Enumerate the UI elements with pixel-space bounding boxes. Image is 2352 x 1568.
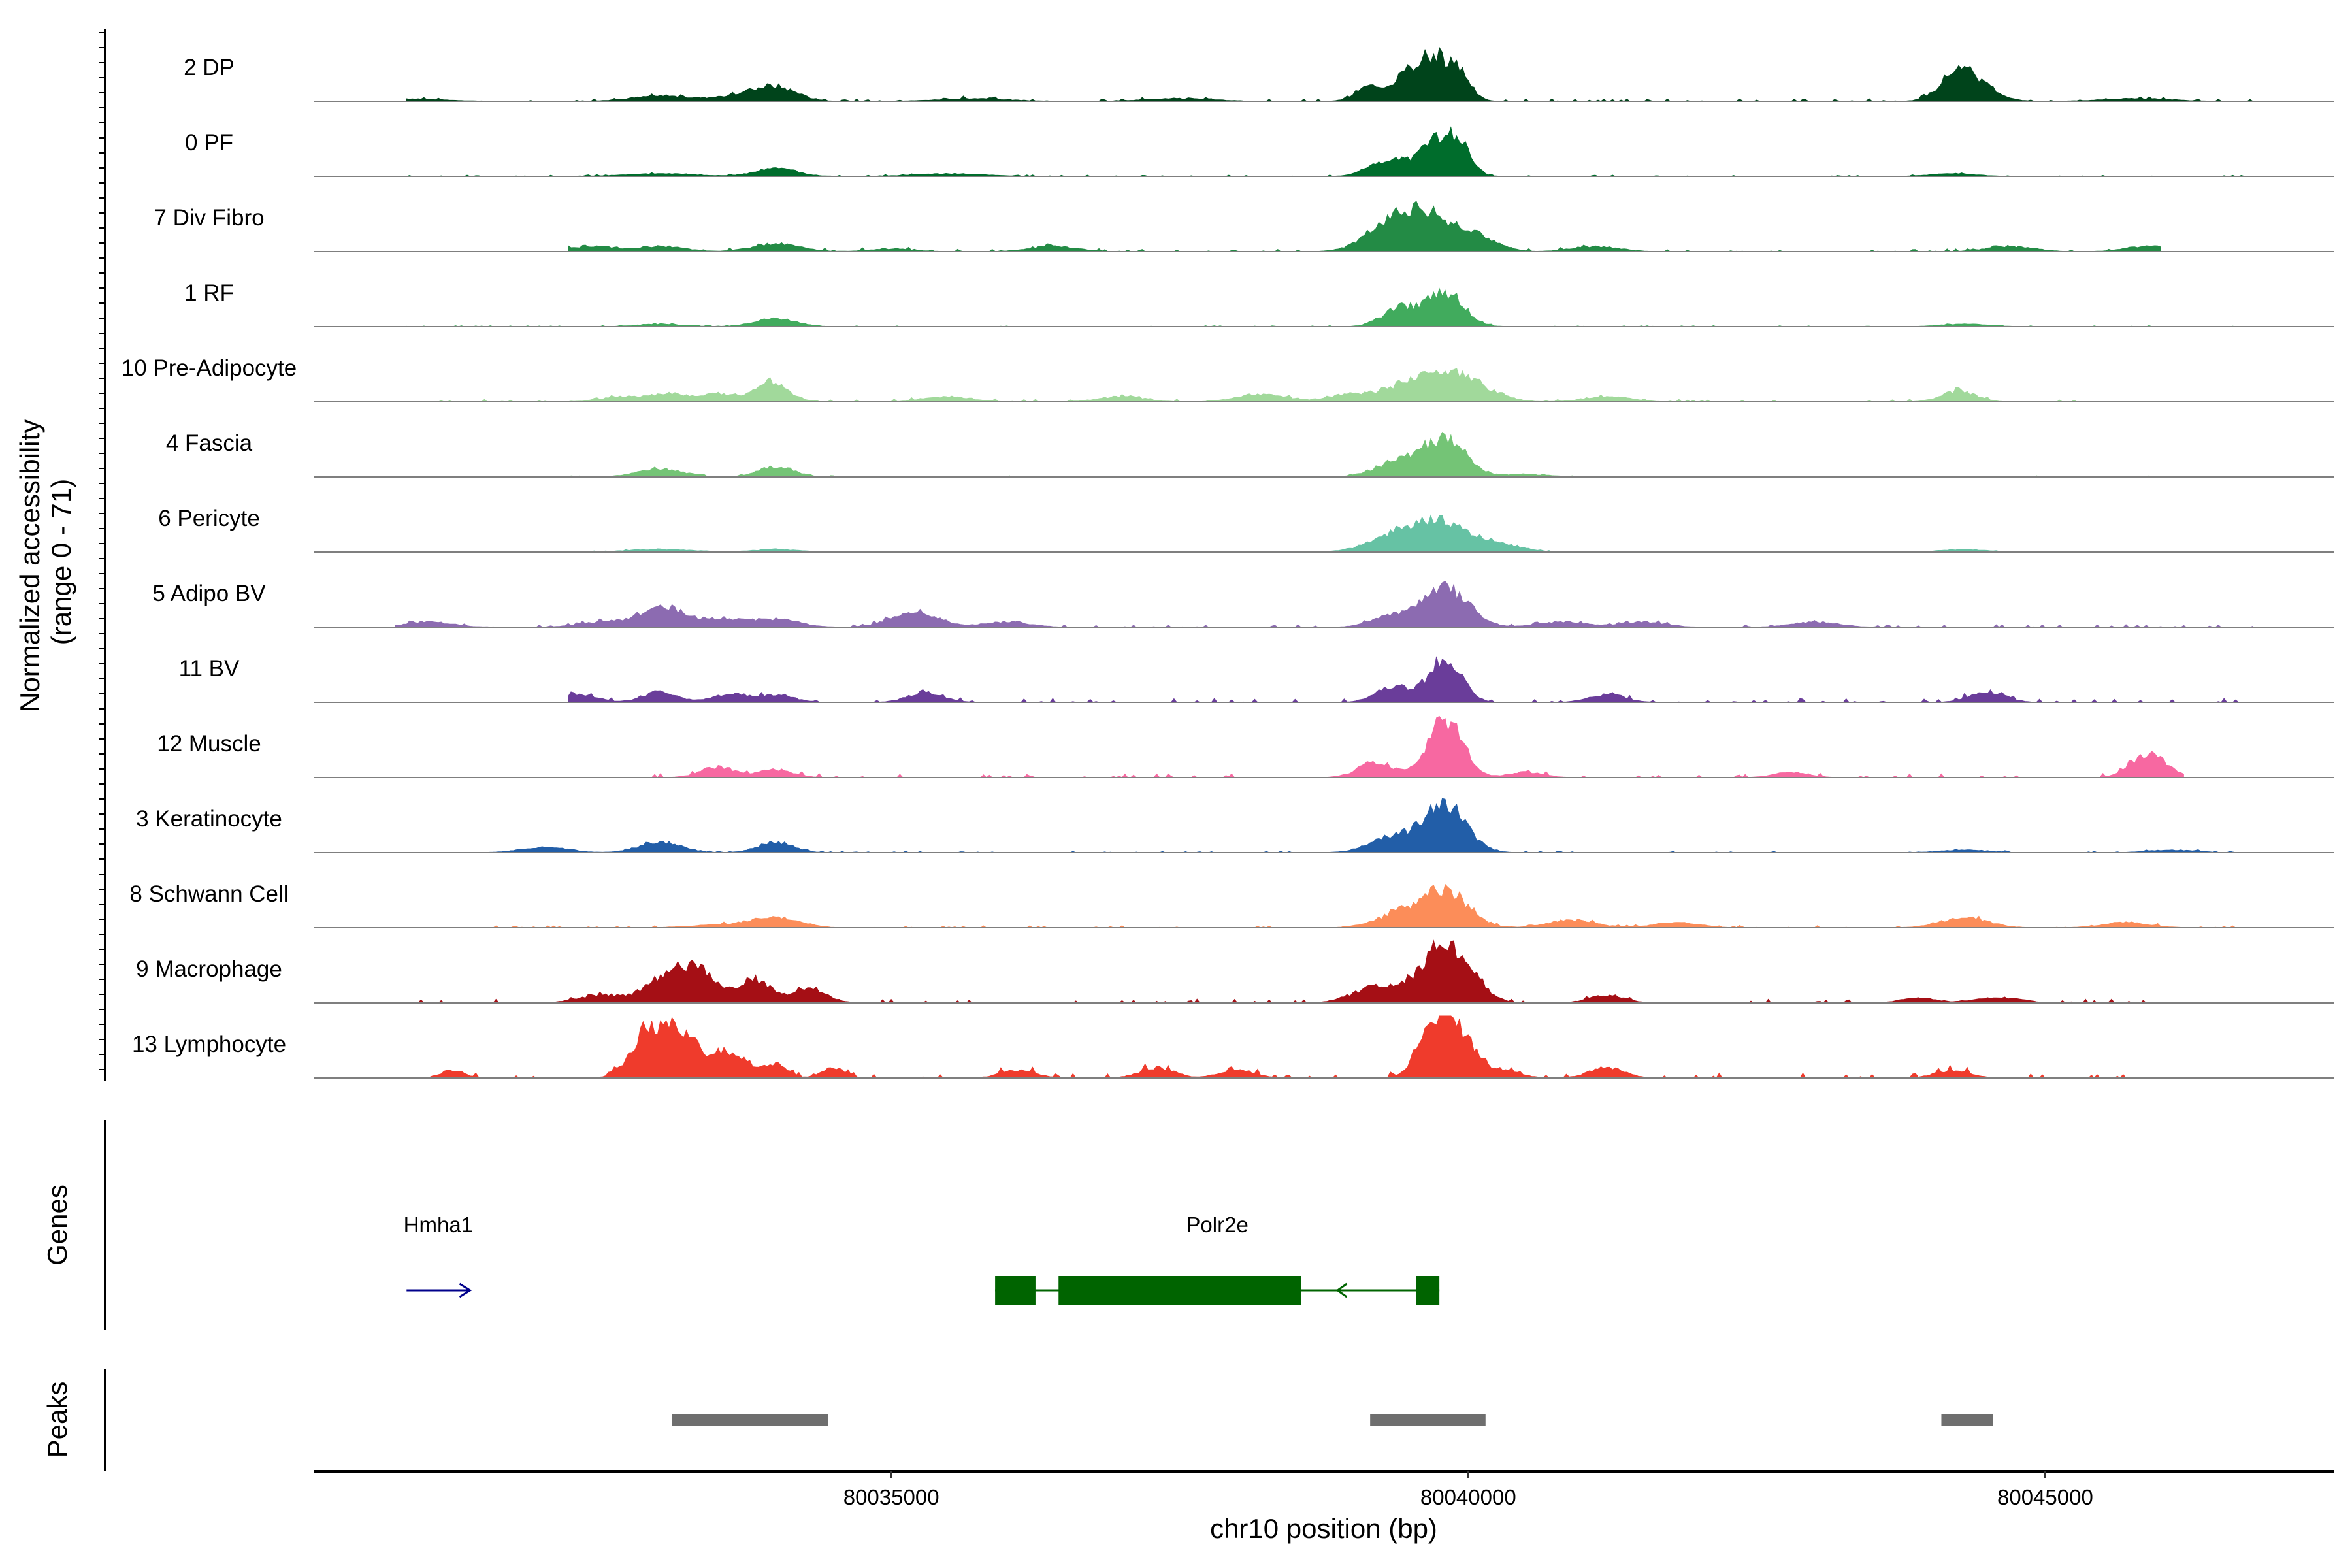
track-coverage-area bbox=[487, 883, 2253, 928]
gene-models: Hmha1 Polr2e bbox=[404, 1213, 1440, 1305]
track-label: 5 Adipo BV bbox=[152, 581, 266, 606]
track-label: 10 Pre-Adipocyte bbox=[122, 355, 297, 381]
peaks-panel: Peaks bbox=[42, 1369, 1993, 1471]
track-7-div-fibro: 7 Div Fibro bbox=[154, 201, 2334, 252]
track-label: 4 Fascia bbox=[166, 431, 253, 456]
accessibility-tracks: 2 DP 0 PF 7 Div Fibro 1 RF 10 Pre-Adipocyte 4… bbox=[122, 46, 2334, 1079]
track-coverage-area bbox=[487, 514, 2161, 553]
track-label: 8 Schwann Cell bbox=[129, 881, 288, 907]
track-coverage-area bbox=[406, 287, 2253, 327]
track-4-fascia: 4 Fascia bbox=[166, 431, 2334, 478]
y-axis-accessibility: Normalized accessibility (range 0 - 71) bbox=[14, 29, 106, 1081]
track-1-rf: 1 RF bbox=[184, 280, 2334, 327]
track-label: 12 Muscle bbox=[157, 731, 261, 757]
x-axis: 80035000 80040000 80045000 chr10 position … bbox=[314, 1470, 2334, 1544]
strand-arrow-icon bbox=[459, 1282, 472, 1298]
track-coverage-area bbox=[568, 201, 2161, 252]
peak-regions bbox=[672, 1414, 1993, 1426]
x-axis-tick-label: 80045000 bbox=[1997, 1485, 2093, 1509]
gene-label: Hmha1 bbox=[404, 1213, 473, 1237]
genes-panel: Genes Hmha1 Polr2e bbox=[42, 1120, 1440, 1330]
strand-arrow-icon bbox=[1335, 1282, 1348, 1298]
peak-region-bar bbox=[1941, 1414, 1993, 1426]
track-coverage-area bbox=[487, 798, 2253, 853]
track-3-keratinocyte: 3 Keratinocyte bbox=[136, 798, 2334, 853]
track-coverage-area bbox=[429, 368, 2092, 402]
x-axis-tick-label: 80035000 bbox=[843, 1485, 939, 1509]
track-13-lymphocyte: 13 Lymphocyte bbox=[132, 1015, 2334, 1079]
y-axis-ticks bbox=[99, 32, 105, 1070]
track-0-pf: 0 PF bbox=[185, 126, 2334, 177]
track-8-schwann-cell: 8 Schwann Cell bbox=[129, 881, 2334, 928]
track-coverage-area bbox=[395, 581, 2253, 628]
track-label: 11 BV bbox=[179, 656, 240, 681]
x-axis-ticks: 80035000 80040000 80045000 bbox=[843, 1471, 2093, 1509]
track-coverage-area bbox=[568, 656, 2253, 703]
gene-exon bbox=[1416, 1276, 1440, 1305]
track-5-adipo-bv: 5 Adipo BV bbox=[152, 581, 2334, 628]
gene-polr2e: Polr2e bbox=[995, 1213, 1440, 1305]
track-label: 7 Div Fibro bbox=[154, 205, 264, 231]
gene-hmha1: Hmha1 bbox=[404, 1213, 473, 1298]
track-6-pericyte: 6 Pericyte bbox=[158, 506, 2334, 553]
track-coverage-area bbox=[406, 46, 2255, 102]
track-12-muscle: 12 Muscle bbox=[157, 715, 2334, 778]
track-label: 1 RF bbox=[184, 280, 234, 306]
track-11-bv: 11 BV bbox=[179, 656, 2334, 703]
track-label: 3 Keratinocyte bbox=[136, 806, 282, 832]
track-coverage-area bbox=[487, 432, 2161, 478]
gene-exon bbox=[995, 1276, 1036, 1305]
peak-region-bar bbox=[672, 1414, 828, 1426]
track-label: 6 Pericyte bbox=[158, 506, 260, 531]
y-axis-title: Normalized accessibility (range 0 - 71) bbox=[14, 412, 76, 712]
track-coverage-area bbox=[406, 126, 2253, 177]
track-2-dp: 2 DP bbox=[184, 46, 2334, 102]
genes-panel-title: Genes bbox=[42, 1184, 73, 1266]
y-axis-title-line1: Normalized accessibility bbox=[14, 419, 45, 712]
track-coverage-area bbox=[429, 1015, 2161, 1079]
track-9-macrophage: 9 Macrophage bbox=[136, 939, 2334, 1004]
track-label: 2 DP bbox=[184, 55, 235, 80]
track-label: 0 PF bbox=[185, 130, 233, 155]
track-label: 13 Lymphocyte bbox=[132, 1032, 286, 1057]
x-axis-title: chr10 position (bp) bbox=[1210, 1513, 1437, 1544]
track-label: 9 Macrophage bbox=[136, 956, 282, 982]
x-axis-tick-label: 80040000 bbox=[1420, 1485, 1516, 1509]
y-axis-title-line2: (range 0 - 71) bbox=[46, 479, 76, 645]
track-coverage-area bbox=[406, 939, 2161, 1004]
track-10-pre-adipocyte: 10 Pre-Adipocyte bbox=[122, 355, 2334, 402]
peak-region-bar bbox=[1370, 1414, 1486, 1426]
gene-exon bbox=[1058, 1276, 1301, 1305]
peaks-panel-title: Peaks bbox=[42, 1382, 73, 1458]
track-coverage-area bbox=[602, 715, 2184, 778]
gene-label: Polr2e bbox=[1186, 1213, 1248, 1237]
